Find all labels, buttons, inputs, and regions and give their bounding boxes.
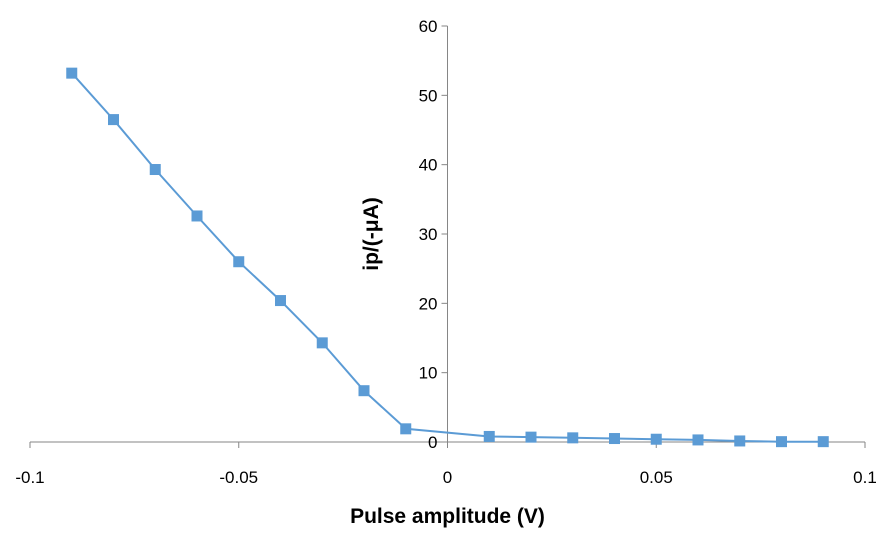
y-tick-label: 40 [419,156,438,175]
y-tick-label: 0 [428,433,437,452]
data-point-marker [316,337,328,349]
data-point-marker [400,423,412,435]
series-line [71,72,824,443]
data-point-marker [108,114,119,126]
data-point-marker [525,431,537,443]
y-tick-label: 10 [419,364,438,383]
data-point-marker [692,434,704,446]
series-layer [66,67,829,448]
data-point-marker [66,67,78,79]
data-point-marker [275,295,286,307]
y-tick-label: 30 [419,225,438,244]
x-tick-label: -0.05 [219,468,258,487]
x-tick-label: 0.05 [640,468,673,487]
data-point-marker [567,432,579,444]
data-point-marker [149,164,161,176]
x-tick-label: 0.1 [853,468,877,487]
data-point-marker [191,210,203,222]
y-tick-label: 60 [419,17,438,36]
axes [29,25,866,448]
y-tick-label: 50 [419,86,438,105]
data-point-marker [358,385,370,397]
data-point-marker [776,436,787,448]
data-point-marker [609,433,620,445]
y-tick-label: 20 [419,294,438,313]
data-point-marker [483,430,495,442]
data-point-marker [650,433,662,445]
data-point-marker [817,436,829,448]
x-tick-label: -0.1 [15,468,44,487]
data-point-marker [233,256,245,268]
x-axis-title: Pulse amplitude (V) [350,505,545,528]
x-tick-label: 0 [443,468,452,487]
y-axis-title: ip/(-μA) [360,197,383,271]
data-point-marker [734,435,746,447]
labels: -0.1 -0.05 0 0.05 0.1 0 10 20 30 40 50 60 [15,17,876,487]
